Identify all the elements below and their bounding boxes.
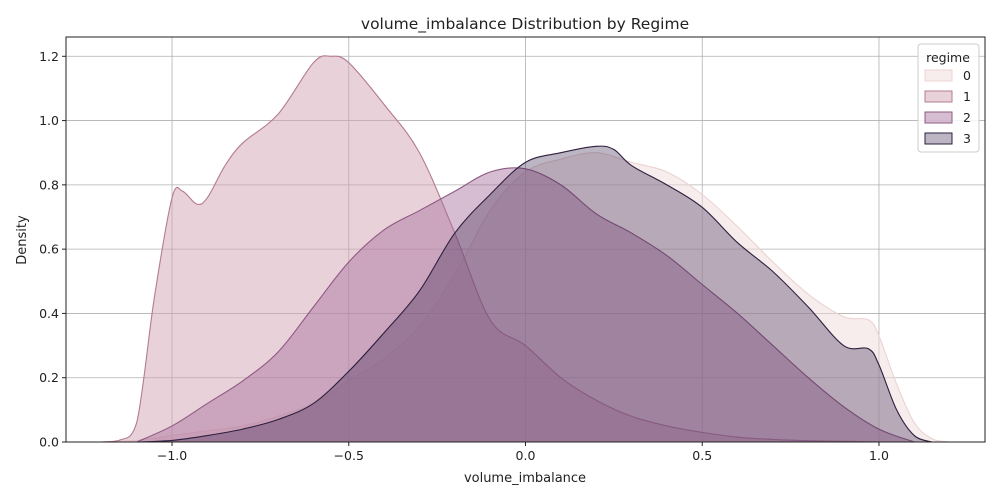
x-tick-label-3: 0.5 <box>692 448 712 463</box>
y-tick-label-6: 1.2 <box>39 49 59 64</box>
x-tick-label-2: 0.0 <box>516 448 536 463</box>
legend: regime 0 1 2 3 <box>917 43 980 153</box>
series-area-3 <box>136 146 932 442</box>
legend-label-3: 3 <box>963 131 971 146</box>
legend-swatch-0 <box>924 69 953 82</box>
series-line-2 <box>136 167 915 443</box>
x-axis-label: volume_imbalance <box>464 471 586 486</box>
legend-label-2: 2 <box>963 110 971 125</box>
series-layer <box>101 55 950 443</box>
y-tick-label-5: 1.0 <box>39 113 59 128</box>
y-tick-label-3: 0.6 <box>39 242 59 257</box>
y-axis-ticks: 0.0 0.2 0.4 0.6 0.8 1.0 1.2 <box>39 49 66 450</box>
legend-swatch-1 <box>924 90 953 103</box>
series-area-1 <box>101 55 879 442</box>
legend-title: regime <box>926 50 970 65</box>
y-axis-label: Density <box>15 215 30 265</box>
y-tick-label-1: 0.2 <box>39 370 59 385</box>
series-area-0 <box>101 152 950 442</box>
x-axis-ticks: −1.0 −0.5 0.0 0.5 1.0 <box>157 442 889 463</box>
y-tick-label-0: 0.0 <box>39 435 59 450</box>
series-line-1 <box>101 55 879 443</box>
chart-title: volume_imbalance Distribution by Regime <box>361 15 689 34</box>
series-area-2 <box>136 167 915 442</box>
series-line-3 <box>136 145 933 443</box>
legend-label-1: 1 <box>963 89 971 104</box>
legend-label-0: 0 <box>963 68 971 83</box>
y-tick-label-2: 0.4 <box>39 306 59 321</box>
x-tick-label-1: −0.5 <box>334 448 364 463</box>
legend-swatch-3 <box>924 132 953 145</box>
x-tick-label-4: 1.0 <box>869 448 889 463</box>
y-tick-label-4: 0.8 <box>39 177 59 192</box>
legend-swatch-2 <box>924 111 953 124</box>
x-tick-label-0: −1.0 <box>157 448 187 463</box>
